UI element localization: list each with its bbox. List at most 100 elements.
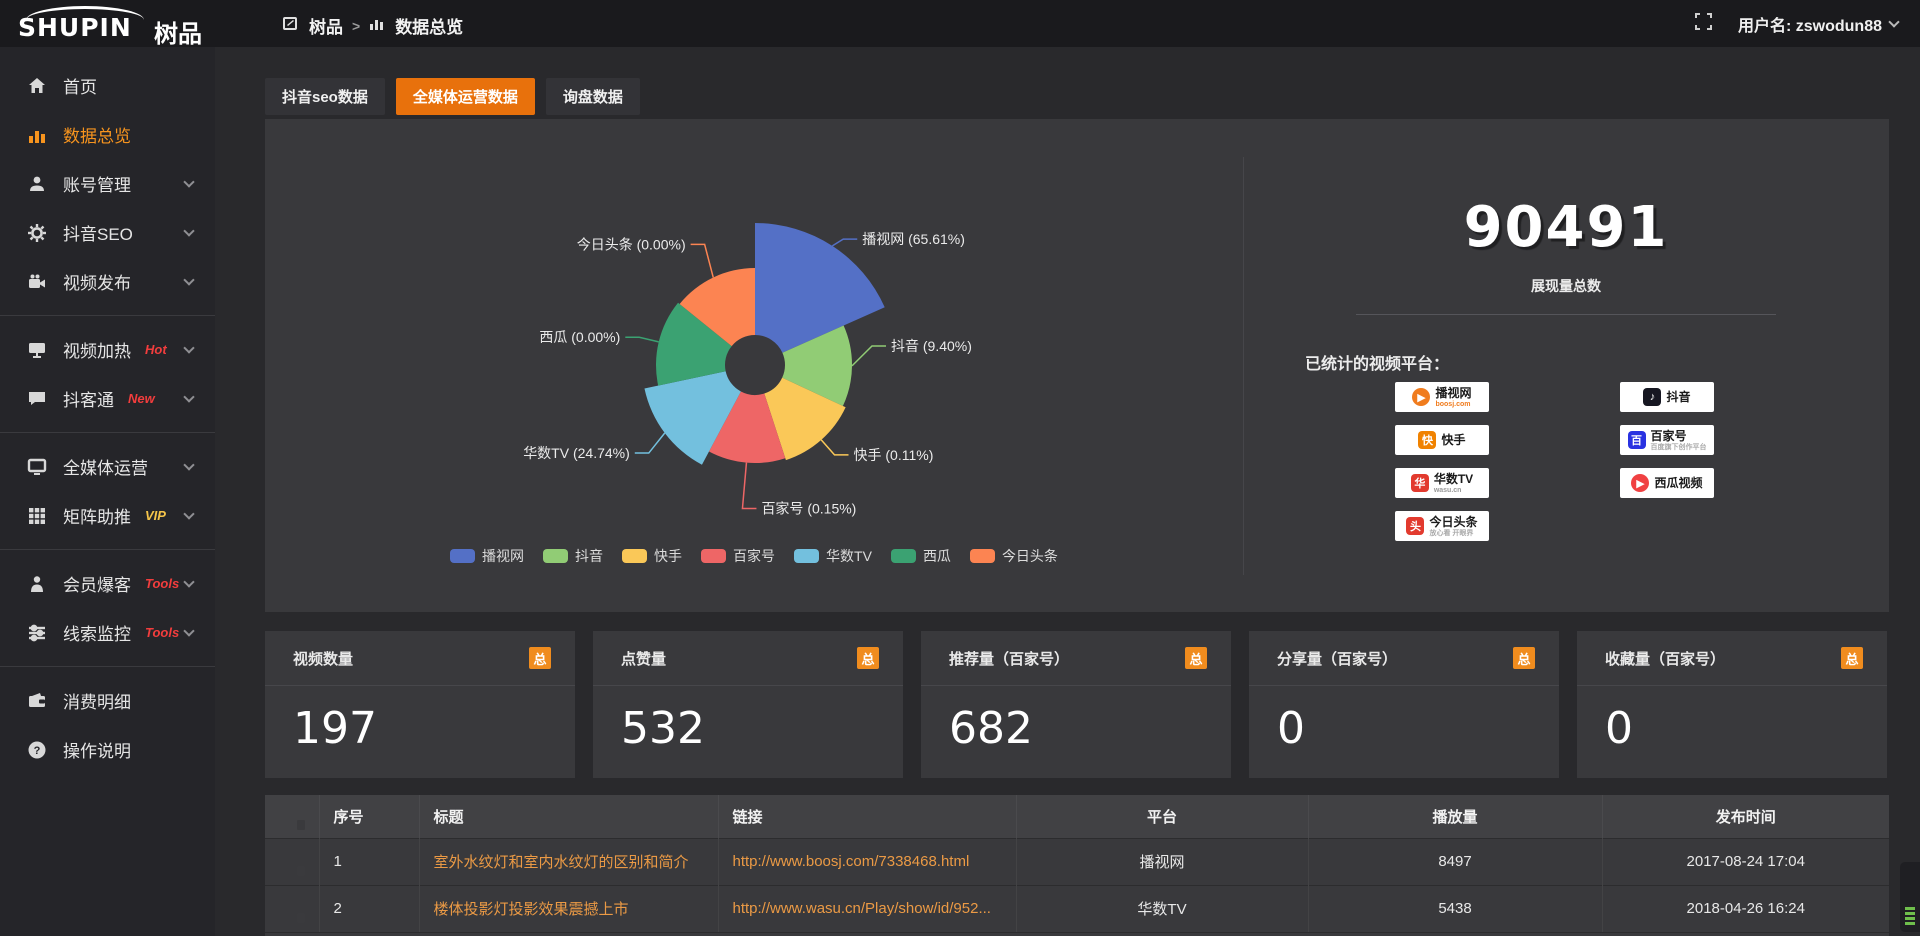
rose-slice-百家号[interactable] — [708, 391, 786, 463]
platform-sub-text: 放心看 开眼界 — [1429, 529, 1474, 537]
legend-item-今日头条[interactable]: 今日头条 — [969, 546, 1058, 566]
legend-swatch — [890, 549, 916, 563]
sidebar-item-home[interactable]: 首页 — [0, 61, 215, 110]
platform-badge-华数TV: 华华数TV wasu.cn — [1395, 468, 1489, 498]
username-label: 用户名: zswodun88 — [1737, 17, 1882, 35]
sidebar-item-douketong[interactable]: 抖客通 New — [0, 374, 215, 423]
legend-item-播视网[interactable]: 播视网 — [450, 546, 524, 566]
sidebar-item-label: 视频加热 — [63, 342, 131, 361]
chevron-down-icon — [183, 507, 195, 520]
stat-card-value: 0 — [1277, 703, 1305, 754]
cell-url-link[interactable]: http://www.wasu.cn/Play/show/id/952... — [718, 885, 1017, 932]
column-header-3: 平台 — [1016, 795, 1309, 838]
sidebar-item-consume-detail[interactable]: 消费明细 — [0, 676, 215, 725]
wallet-icon — [29, 692, 45, 707]
cell-title-link[interactable]: 楼体投影灯投影效果震撼上市 — [419, 885, 719, 932]
legend-item-百家号[interactable]: 百家号 — [701, 546, 775, 566]
stat-card-value: 532 — [621, 703, 705, 754]
rose-slice-label: 播视网 (65.61%) — [862, 231, 965, 247]
cell-url-link[interactable]: http://www.boosj.com/7338468.html — [718, 838, 1017, 885]
rose-slice-快手[interactable] — [764, 377, 846, 461]
sidebar-item-clue-monitor[interactable]: 线索监控 Tools — [0, 608, 215, 657]
legend-swatch — [543, 549, 569, 563]
legend-swatch — [794, 549, 820, 563]
stat-cards-row: 视频数量总 197 点赞量总 532 推荐量（百家号）总 682 分享量（百家号）总 0 收藏量… — [265, 631, 1887, 778]
top-header-bar: SHUPIN 树品 树品 > 数据总览 用户名: zswodun88 — [0, 0, 1920, 48]
tab-2[interactable]: 询盘数据 — [545, 78, 640, 115]
stat-card-value: 197 — [293, 703, 377, 754]
brand-logo[interactable]: SHUPIN 树品 — [18, 6, 218, 48]
sidebar-item-video-publish[interactable]: 视频发布 — [0, 257, 215, 306]
data-tabs: 抖音seo数据 全媒体运营数据 询盘数据 — [265, 78, 640, 115]
sidebar-item-label: 全媒体运营 — [63, 459, 148, 478]
platform-badges-left-column: ▶ 播视网 boosj.com 快快手华华数TV wasu.cn 头今日头条 放心看 开眼界 — [1395, 382, 1489, 541]
table-partial-row — [265, 932, 1889, 936]
chevron-down-icon — [183, 175, 195, 188]
fullscreen-icon[interactable] — [1694, 12, 1712, 35]
rose-label-leader — [690, 243, 714, 278]
edit-square-icon — [283, 16, 298, 36]
chart-legend: 播视网 抖音 快手 百家号 华数TV 西瓜 今日头条 — [265, 546, 1243, 566]
cell-index: 1 — [319, 838, 420, 885]
sidebar-item-member-baoke[interactable]: 会员爆客 Tools — [0, 559, 215, 608]
stat-card-4: 收藏量（百家号） 总 0 — [1577, 631, 1887, 778]
rose-slice-抖音[interactable] — [782, 325, 852, 406]
stat-card-title: 分享量（百家号） — [1277, 650, 1398, 668]
stat-card-value: 682 — [949, 703, 1033, 754]
sidebar-item-label: 抖客通 — [63, 391, 114, 410]
total-impressions-value: 90491 — [1463, 195, 1669, 260]
rose-slice-西瓜[interactable] — [656, 302, 732, 386]
total-impressions-label: 展现量总数 — [1531, 278, 1601, 294]
column-header-1: 标题 — [419, 795, 719, 838]
breadcrumb-root[interactable]: 树品 — [309, 18, 343, 37]
sidebar-divider — [0, 666, 215, 667]
legend-item-快手[interactable]: 快手 — [622, 546, 682, 566]
column-header-2: 链接 — [718, 795, 1017, 838]
summary-divider — [1356, 314, 1776, 315]
sidebar-item-video-heat[interactable]: 视频加热 Hot — [0, 325, 215, 374]
rose-label-leader — [625, 336, 659, 343]
rose-slice-label: 快手 (0.11%) — [854, 447, 934, 463]
platform-badges-right-column: ♪ 抖音百百家号 百度旗下创作平台 ▶ 西瓜视频 — [1620, 382, 1714, 498]
platform-logo-icon: ▶ — [1631, 474, 1650, 492]
platform-sub-text: boosj.com — [1435, 400, 1471, 408]
sidebar-item-data-overview[interactable]: 数据总览 — [0, 110, 215, 159]
sidebar-item-account-manage[interactable]: 账号管理 — [0, 159, 215, 208]
chevron-down-icon — [183, 390, 195, 403]
platforms-counted-label: 已统计的视频平台： — [1305, 356, 1450, 373]
rose-slice-今日头条[interactable] — [679, 268, 755, 347]
legend-label: 快手 — [654, 548, 683, 564]
legend-label: 播视网 — [482, 548, 525, 564]
chat-icon — [29, 391, 45, 405]
sidebar-item-matrix-boost[interactable]: 矩阵助推 VIP — [0, 491, 215, 540]
rose-slice-播视网[interactable] — [755, 223, 885, 353]
legend-item-华数TV[interactable]: 华数TV — [794, 546, 872, 566]
username-dropdown[interactable]: 用户名: zswodun88 — [1737, 12, 1900, 36]
chevron-down-icon — [183, 624, 195, 637]
tab-1[interactable]: 全媒体运营数据 — [395, 78, 535, 115]
tab-0[interactable]: 抖音seo数据 — [265, 78, 385, 115]
sidebar-item-help[interactable]: ? 操作说明 — [0, 725, 215, 774]
sidebar-item-badge: Hot — [145, 342, 167, 357]
rose-slice-华数TV[interactable] — [644, 371, 741, 465]
legend-swatch — [969, 549, 995, 563]
rose-slice-label: 华数TV (24.74%) — [523, 445, 630, 461]
legend-item-西瓜[interactable]: 西瓜 — [890, 546, 951, 566]
breadcrumb-separator: > — [352, 17, 361, 34]
svg-text:?: ? — [34, 745, 41, 757]
help-icon: ? — [28, 741, 46, 758]
legend-item-抖音[interactable]: 抖音 — [543, 546, 603, 566]
main-content: 抖音seo数据 全媒体运营数据 询盘数据 播视网 (65.61%) 抖音 (9.40%… — [215, 47, 1920, 936]
rose-label-leader — [831, 238, 858, 247]
sidebar-item-label: 账号管理 — [63, 176, 131, 195]
chevron-down-icon — [183, 575, 195, 588]
floating-service-widget[interactable] — [1900, 862, 1920, 932]
column-header-4: 播放量 — [1308, 795, 1603, 838]
sidebar-item-badge: New — [128, 391, 155, 406]
sidebar-item-media-operation[interactable]: 全媒体运营 — [0, 442, 215, 491]
sidebar-item-douyin-seo[interactable]: 抖音SEO — [0, 208, 215, 257]
stat-card-0: 视频数量 总 197 — [265, 631, 575, 778]
sidebar-item-label: 矩阵助推 — [63, 508, 131, 527]
bar-chart-icon — [369, 16, 384, 36]
cell-title-link[interactable]: 室外水纹灯和室内水纹灯的区别和简介 — [419, 838, 719, 885]
